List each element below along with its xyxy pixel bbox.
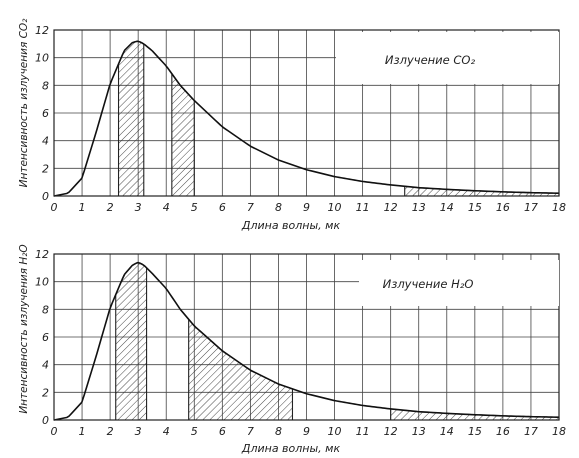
x-axis-label-co2: Длина волны, мк	[241, 219, 341, 232]
x-tick-label: 0	[51, 425, 58, 438]
absorption-band-1	[171, 72, 195, 197]
x-tick-label: 2	[107, 201, 114, 214]
x-tick-label: 7	[247, 425, 254, 438]
x-tick-label: 6	[219, 425, 226, 438]
plot-frame	[53, 253, 560, 421]
x-tick-label: 16	[496, 425, 510, 438]
x-tick-label: 5	[191, 425, 198, 438]
y-axis-label-co2: Интенсивность излучения CO₂	[18, 18, 30, 188]
x-tick-label: 11	[356, 425, 370, 438]
x-tick-label: 4	[163, 425, 170, 438]
x-tick-label: 15	[468, 201, 482, 214]
x-tick-label: 10	[328, 201, 342, 214]
chart-co2: Интенсивность излучения CO₂ Длина волны,…	[18, 18, 566, 232]
x-tick-label: 6	[219, 201, 226, 214]
x-tick-label: 17	[524, 425, 538, 438]
x-tick-label: 3	[135, 425, 142, 438]
y-tick-label: 4	[42, 359, 49, 372]
y-axis-label-h2o: Интенсивность излучения H₂O	[18, 244, 30, 413]
legend-text-co2: Излучение CO₂	[385, 53, 476, 67]
y-tick-label: 10	[35, 276, 49, 289]
chart-h2o: Интенсивность излучения H₂O Длина волны,…	[18, 244, 566, 455]
x-tick-label: 1	[79, 201, 86, 214]
x-tick-label: 18	[552, 201, 566, 214]
x-tick-label: 12	[384, 201, 398, 214]
legend-text-h2o: Излучение H₂O	[383, 277, 474, 291]
x-tick-label: 18	[552, 425, 566, 438]
x-tick-label: 0	[51, 201, 58, 214]
y-tick-label: 12	[35, 248, 49, 261]
emission-curve	[53, 40, 560, 197]
legend-h2o: Излучение H₂O	[359, 260, 559, 306]
x-axis-label-h2o: Длина волны, мк	[241, 442, 341, 455]
y-tick-label: 8	[42, 79, 49, 92]
legend-box-co2	[336, 32, 559, 84]
y-tick-label: 12	[35, 24, 49, 37]
x-tick-label: 13	[412, 425, 426, 438]
y-tick-label: 2	[42, 162, 49, 175]
x-tick-label: 4	[163, 201, 170, 214]
y-tick-label: 0	[42, 190, 49, 203]
x-tick-label: 8	[275, 201, 282, 214]
legend-co2: Излучение CO₂	[336, 32, 559, 84]
x-tick-label: 16	[496, 201, 510, 214]
x-tick-label: 3	[135, 201, 142, 214]
y-tick-label: 6	[42, 331, 49, 344]
y-tick-label: 10	[35, 52, 49, 65]
y-tick-label: 0	[42, 414, 49, 427]
x-tick-label: 1	[79, 425, 86, 438]
x-tick-label: 5	[191, 201, 198, 214]
y-tick-label: 4	[42, 135, 49, 148]
x-tick-label: 17	[524, 201, 538, 214]
x-tick-label: 14	[440, 425, 454, 438]
y-tick-label: 8	[42, 303, 49, 316]
x-tick-label: 9	[303, 425, 310, 438]
x-tick-label: 7	[247, 201, 254, 214]
y-tick-label: 2	[42, 386, 49, 399]
x-tick-label: 10	[328, 425, 342, 438]
absorption-band-0	[115, 261, 148, 421]
x-tick-label: 15	[468, 425, 482, 438]
absorption-band-0	[117, 40, 145, 197]
x-tick-label: 12	[384, 425, 398, 438]
legend-box-h2o	[359, 260, 559, 306]
x-tick-label: 9	[303, 201, 310, 214]
x-tick-label: 8	[275, 425, 282, 438]
x-tick-label: 11	[356, 201, 370, 214]
x-tick-label: 2	[107, 425, 114, 438]
y-tick-label: 6	[42, 107, 49, 120]
plot-frame	[53, 29, 560, 197]
emission-curve	[53, 261, 560, 421]
x-tick-label: 14	[440, 201, 454, 214]
x-tick-label: 13	[412, 201, 426, 214]
